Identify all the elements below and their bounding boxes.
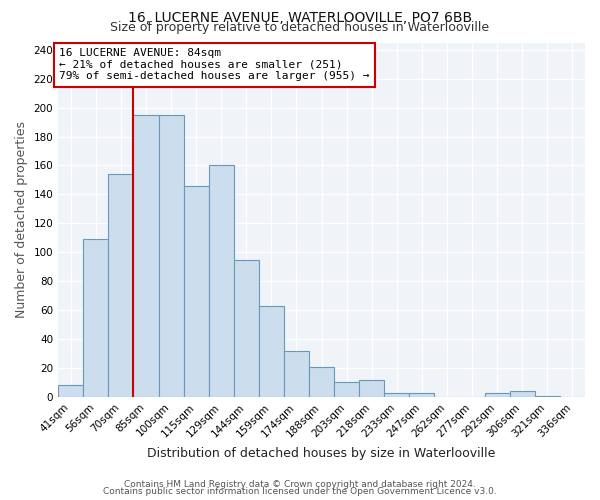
Bar — [184, 186, 209, 397]
Bar — [409, 392, 434, 397]
Bar — [385, 392, 409, 397]
Bar — [510, 391, 535, 397]
Text: Contains public sector information licensed under the Open Government Licence v3: Contains public sector information licen… — [103, 488, 497, 496]
Bar — [58, 386, 83, 397]
X-axis label: Distribution of detached houses by size in Waterlooville: Distribution of detached houses by size … — [148, 447, 496, 460]
Text: Size of property relative to detached houses in Waterlooville: Size of property relative to detached ho… — [110, 22, 490, 35]
Bar — [209, 166, 234, 397]
Bar — [535, 396, 560, 397]
Bar — [259, 306, 284, 397]
Bar — [334, 382, 359, 397]
Bar — [485, 392, 510, 397]
Bar — [83, 240, 109, 397]
Bar — [109, 174, 133, 397]
Text: 16, LUCERNE AVENUE, WATERLOOVILLE, PO7 6BB: 16, LUCERNE AVENUE, WATERLOOVILLE, PO7 6… — [128, 11, 472, 25]
Bar — [309, 366, 334, 397]
Text: Contains HM Land Registry data © Crown copyright and database right 2024.: Contains HM Land Registry data © Crown c… — [124, 480, 476, 489]
Y-axis label: Number of detached properties: Number of detached properties — [15, 121, 28, 318]
Bar — [158, 115, 184, 397]
Bar — [133, 115, 158, 397]
Bar — [359, 380, 385, 397]
Bar — [234, 260, 259, 397]
Bar — [284, 350, 309, 397]
Text: 16 LUCERNE AVENUE: 84sqm
← 21% of detached houses are smaller (251)
79% of semi-: 16 LUCERNE AVENUE: 84sqm ← 21% of detach… — [59, 48, 370, 82]
